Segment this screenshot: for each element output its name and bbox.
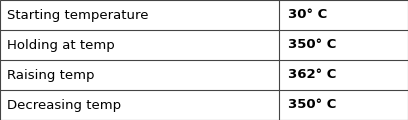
Text: 362° C: 362° C <box>288 69 336 81</box>
Text: Raising temp: Raising temp <box>7 69 95 81</box>
Text: 350° C: 350° C <box>288 99 336 111</box>
Text: Starting temperature: Starting temperature <box>7 9 149 21</box>
Text: 350° C: 350° C <box>288 39 336 51</box>
Text: Holding at temp: Holding at temp <box>7 39 115 51</box>
Text: Decreasing temp: Decreasing temp <box>7 99 122 111</box>
Text: 30° C: 30° C <box>288 9 327 21</box>
